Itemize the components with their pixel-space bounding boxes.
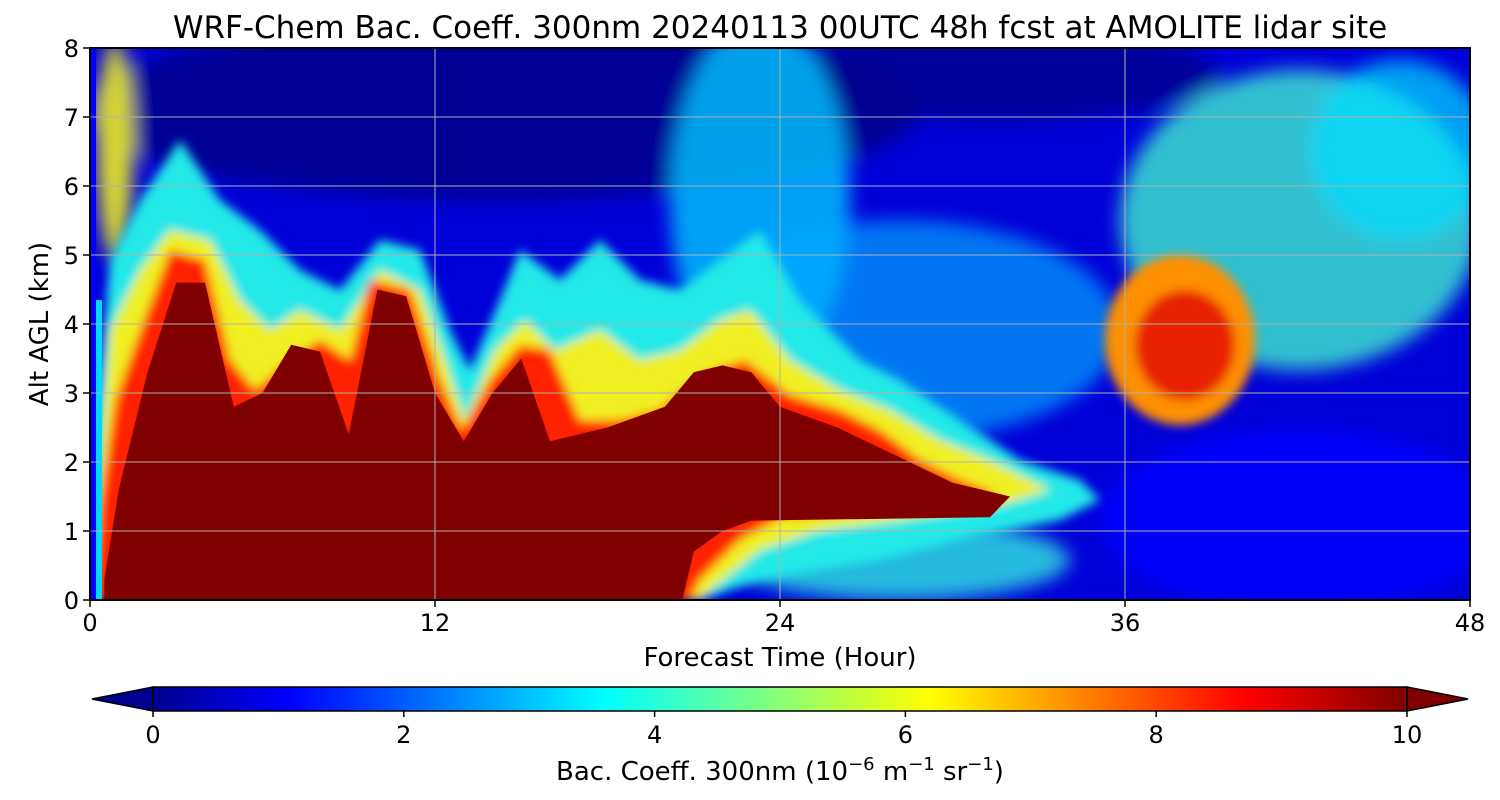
heavy-aerosol-layer xyxy=(104,282,1010,600)
colorbar-tick-label: 10 xyxy=(1392,721,1423,749)
y-tick-label: 4 xyxy=(64,311,79,339)
x-tick-label: 48 xyxy=(1455,609,1486,637)
x-tick-label: 24 xyxy=(765,609,796,637)
y-axis-label: Alt AGL (km) xyxy=(25,242,55,406)
elevated-plume-red xyxy=(1135,290,1235,400)
colorbar-extend-low xyxy=(91,686,154,712)
y-tick-label: 5 xyxy=(64,242,79,270)
x-axis-label: Forecast Time (Hour) xyxy=(643,643,916,673)
heatmap-field xyxy=(90,48,1470,600)
x-tick-label: 12 xyxy=(420,609,451,637)
y-tick-label: 7 xyxy=(64,104,79,132)
colorbar-tick-label: 6 xyxy=(898,721,913,749)
colorbar: 0 2 4 6 8 10 Bac. Coeff. 300nm (10−6 m−1 sr−1… xyxy=(91,686,1469,787)
day2-cyan-upper xyxy=(1310,60,1470,240)
y-tick-label: 1 xyxy=(64,518,79,546)
colorbar-tick-label: 2 xyxy=(396,721,411,749)
day2-lower-blue-region xyxy=(1100,430,1470,600)
colorbar-tick-label: 4 xyxy=(647,721,662,749)
x-tick-label: 0 xyxy=(82,609,97,637)
y-tick-label: 3 xyxy=(64,380,79,408)
y-tick-label: 6 xyxy=(64,173,79,201)
y-axis-ticks: 0 1 2 3 4 5 6 7 8 xyxy=(64,35,90,615)
colorbar-tick-label: 8 xyxy=(1149,721,1164,749)
colorbar-ticks: 0 2 4 6 8 10 xyxy=(145,711,1422,749)
x-tick-label: 36 xyxy=(1110,609,1141,637)
y-tick-label: 2 xyxy=(64,449,79,477)
chart-title: WRF-Chem Bac. Coeff. 300nm 20240113 00UT… xyxy=(173,10,1387,46)
colorbar-label: Bac. Coeff. 300nm (10−6 m−1 sr−1) xyxy=(556,754,1004,787)
early-yellow-column xyxy=(97,48,133,260)
x-axis-ticks: 0 12 24 36 48 xyxy=(82,600,1485,637)
upper-dark-blue-region-east xyxy=(780,48,1220,120)
y-tick-label: 0 xyxy=(64,587,79,615)
y-tick-label: 8 xyxy=(64,35,79,63)
colorbar-extend-high xyxy=(1406,686,1469,712)
colorbar-gradient xyxy=(152,686,1408,712)
colorbar-tick-label: 0 xyxy=(145,721,160,749)
